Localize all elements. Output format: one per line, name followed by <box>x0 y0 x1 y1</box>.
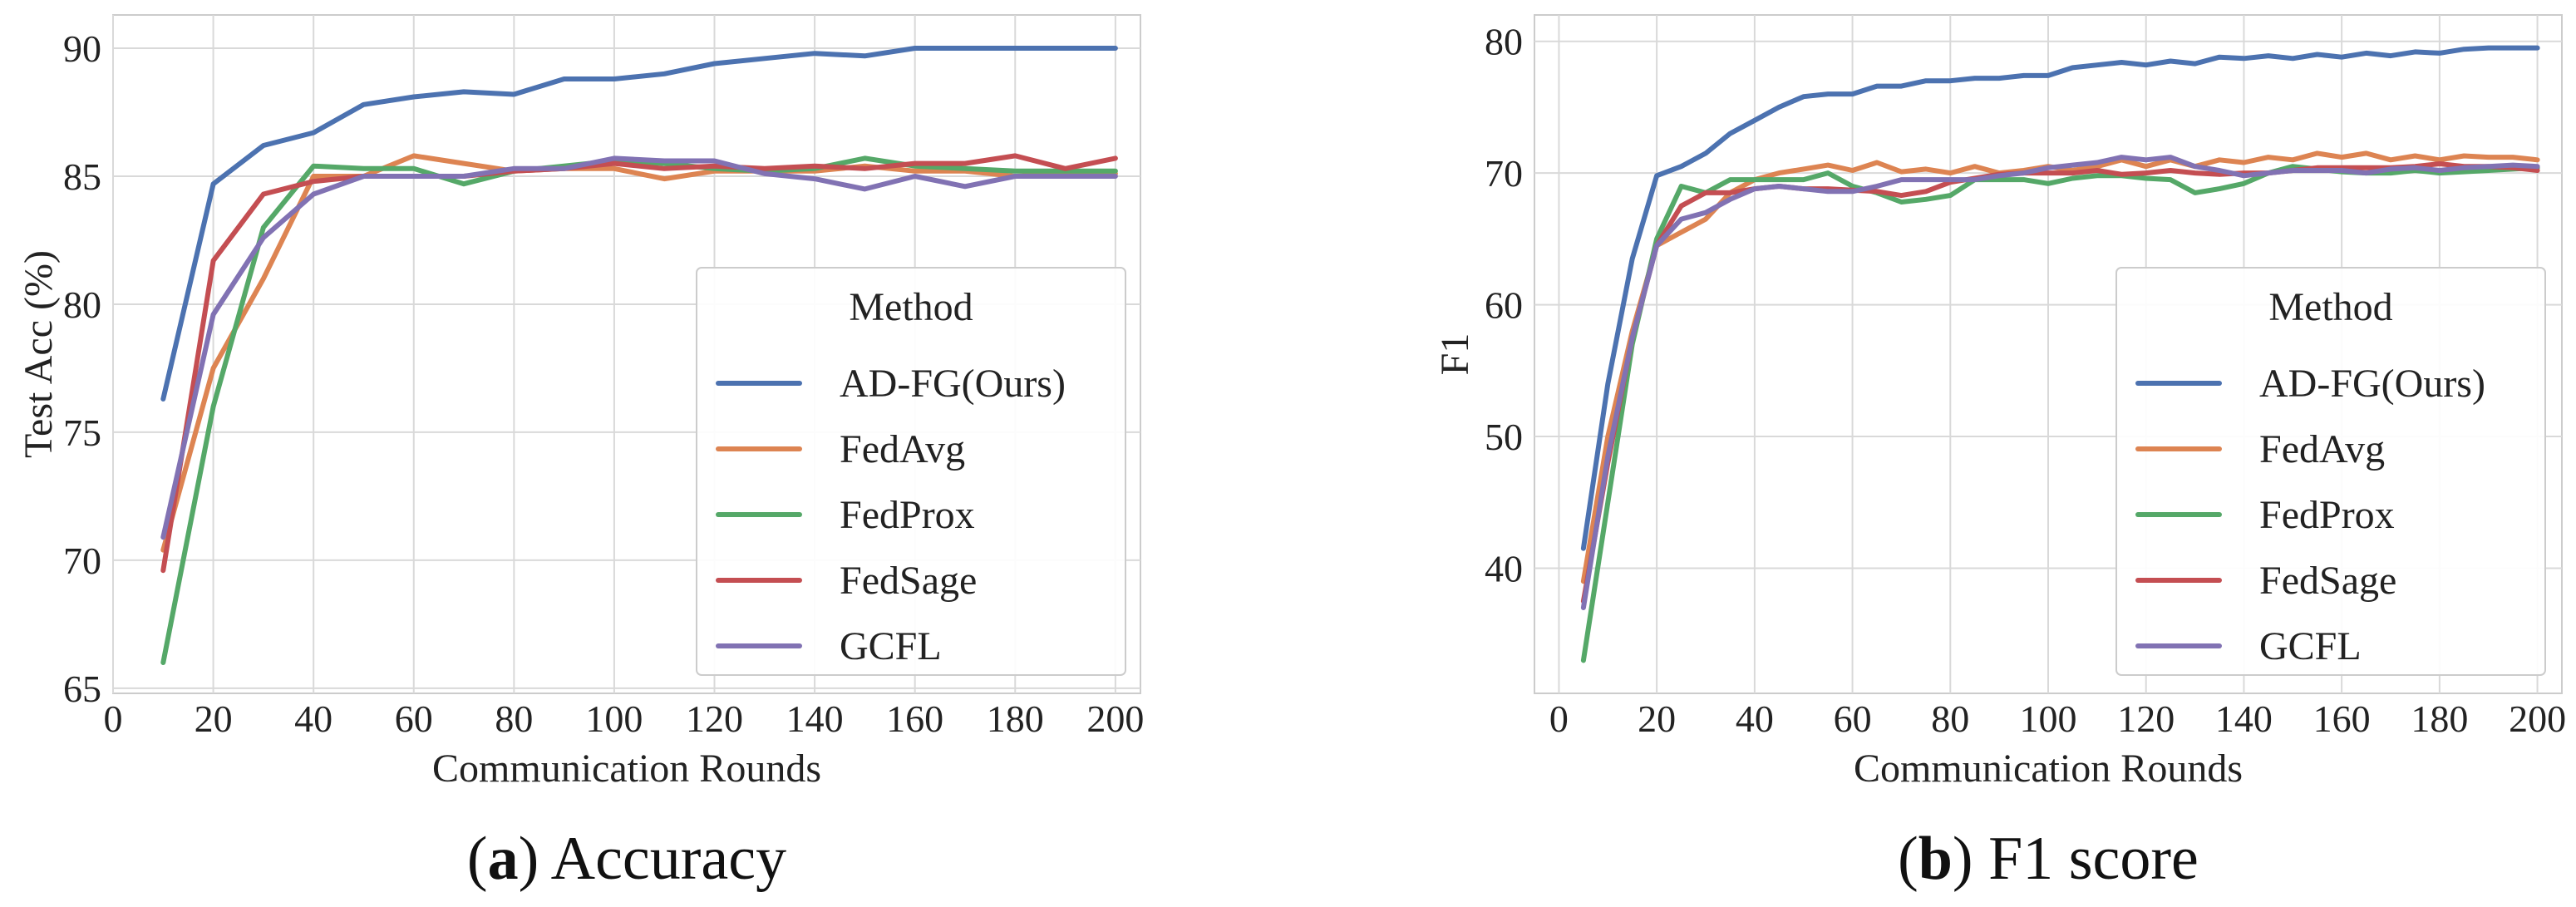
y-tick-label: 50 <box>1485 416 1523 458</box>
x-tick-label: 160 <box>2313 698 2371 740</box>
x-tick-label: 40 <box>1736 698 1774 740</box>
series-line-fedprox <box>160 155 1118 665</box>
y-tick-label: 80 <box>63 283 101 326</box>
caption-letter-accuracy: a <box>488 825 519 893</box>
legend-entry-label: FedSage <box>2259 559 2396 603</box>
y-axis-label-accuracy: Test Acc (%) <box>17 250 61 458</box>
x-tick-label: 20 <box>1638 698 1676 740</box>
y-tick-label: 80 <box>1485 21 1523 63</box>
lines-accuracy <box>160 46 1118 665</box>
y-tick-label: 85 <box>63 155 101 198</box>
x-axis-label-accuracy: Communication Rounds <box>432 747 821 791</box>
ticks-accuracy: 0 20 40 60 80 100 120 140 160 180 200 65 70 75 80 85 90 <box>63 27 1144 740</box>
x-axis-label-f1: Communication Rounds <box>1854 747 2243 791</box>
legend-entry-label: GCFL <box>840 624 942 668</box>
y-axis-label-f1: F1 <box>1433 333 1477 376</box>
y-tick-label: 70 <box>1485 152 1523 195</box>
series-line-fedsage <box>1580 161 2540 604</box>
x-tick-label: 140 <box>786 698 844 740</box>
x-tick-label: 180 <box>987 698 1044 740</box>
legend-entry-label: FedProx <box>840 493 975 537</box>
x-tick-label: 200 <box>2509 698 2566 740</box>
x-tick-label: 20 <box>195 698 233 740</box>
series-line-gcfl <box>160 155 1118 540</box>
y-tick-label: 70 <box>63 540 101 582</box>
x-tick-label: 100 <box>2020 698 2077 740</box>
y-tick-label: 75 <box>63 412 101 454</box>
caption-text-accuracy: Accuracy <box>551 825 786 893</box>
legend-entry-label: FedProx <box>2259 493 2395 537</box>
x-tick-label: 0 <box>1549 698 1569 740</box>
x-tick-label: 100 <box>585 698 643 740</box>
y-tick-label: 40 <box>1485 547 1523 589</box>
legend-f1: Method AD-FG(Ours) FedAvg FedProx FedSage GC… <box>2115 267 2546 676</box>
x-tick-label: 140 <box>2215 698 2273 740</box>
legend-box-f1 <box>2115 267 2546 676</box>
series-line-ad-fg-ours <box>1580 45 2540 551</box>
y-tick-label: 60 <box>1485 284 1523 327</box>
legend-entry-label: AD-FG(Ours) <box>840 362 1066 406</box>
series-line-ad-fg-ours <box>160 46 1118 402</box>
panel-f1: 0 20 40 60 80 100 120 140 160 180 200 40 50 60 70 80 Co… <box>1433 14 2566 893</box>
x-tick-label: 60 <box>395 698 433 740</box>
x-tick-label: 80 <box>1931 698 1969 740</box>
legend-title-accuracy: Method <box>849 285 973 329</box>
x-tick-label: 120 <box>686 698 743 740</box>
legend-box-accuracy <box>696 267 1126 676</box>
caption-accuracy: (a) Accuracy <box>467 825 786 893</box>
x-tick-label: 180 <box>2411 698 2468 740</box>
y-tick-label: 65 <box>63 668 101 710</box>
x-tick-label: 200 <box>1086 698 1144 740</box>
x-tick-label: 80 <box>495 698 533 740</box>
caption-f1: (b) F1 score <box>1898 825 2199 893</box>
x-tick-label: 120 <box>2117 698 2175 740</box>
series-line-gcfl <box>1580 155 2540 610</box>
legend-title-f1: Method <box>2268 285 2392 329</box>
series-line-fedavg <box>160 153 1118 553</box>
lines-f1 <box>1580 45 2540 663</box>
panel-accuracy: 0 20 40 60 80 100 120 140 160 180 200657075808590 … <box>17 14 1144 893</box>
legend-entry-label: FedAvg <box>2259 427 2385 471</box>
legend-accuracy: Method AD-FG(Ours) FedAvg FedProx FedSage GC… <box>696 267 1126 676</box>
x-tick-label: 0 <box>104 698 123 740</box>
series-line-fedsage <box>160 153 1118 574</box>
y-tick-label: 90 <box>63 27 101 70</box>
x-tick-label: 160 <box>886 698 943 740</box>
caption-text-f1: F1 score <box>1988 825 2199 893</box>
caption-letter-f1: b <box>1918 825 1953 893</box>
legend-entry-label: GCFL <box>2259 624 2362 668</box>
legend-entry-label: FedSage <box>840 559 977 603</box>
legend-entry-label: FedAvg <box>840 427 965 471</box>
ticks-f1: 0 20 40 60 80 100 120 140 160 180 200 40 50 60 70 80 <box>1485 21 2566 740</box>
x-tick-label: 40 <box>294 698 332 740</box>
legend-entry-label: AD-FG(Ours) <box>2259 362 2485 406</box>
x-tick-label: 60 <box>1834 698 1872 740</box>
